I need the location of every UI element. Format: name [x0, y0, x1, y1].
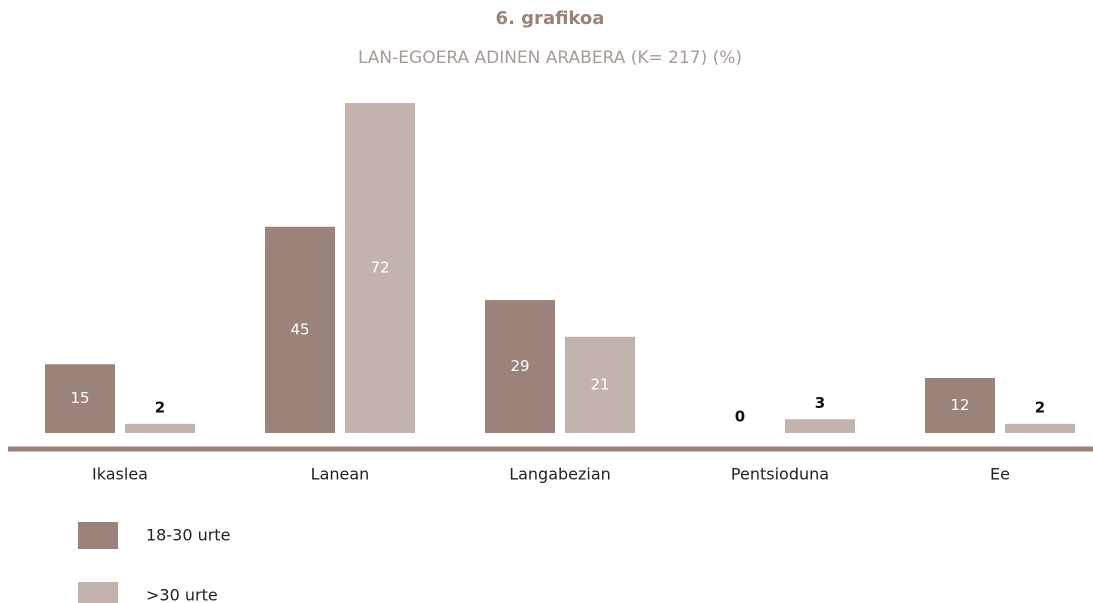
- legend-label: 18-30 urte: [146, 526, 230, 545]
- legend-swatch: [78, 522, 118, 549]
- data-label: 0: [735, 408, 745, 426]
- bar: [485, 300, 555, 433]
- bar: [265, 226, 335, 433]
- bar: [345, 103, 415, 433]
- bar: [45, 364, 115, 433]
- bar: [565, 336, 635, 433]
- x-tick-label: Ee: [990, 465, 1010, 484]
- bar: [785, 419, 855, 433]
- x-tick-label: Ikaslea: [92, 465, 148, 484]
- data-label: 45: [290, 320, 309, 338]
- chart-title: 6. grafikoa: [496, 8, 605, 29]
- data-label: 29: [510, 357, 529, 375]
- bar: [925, 378, 995, 433]
- legend-swatch: [78, 582, 118, 603]
- data-label: 72: [370, 259, 389, 277]
- data-label: 15: [70, 389, 89, 407]
- data-label: 21: [590, 375, 609, 393]
- data-label: 12: [950, 396, 969, 414]
- data-label: 2: [155, 398, 165, 416]
- bar: [125, 423, 195, 433]
- bar: [1005, 423, 1075, 433]
- x-tick-label: Lanean: [311, 465, 370, 484]
- chart-subtitle: LAN-EGOERA ADINEN ARABERA (K= 217) (%): [358, 48, 742, 68]
- data-label: 2: [1035, 398, 1045, 416]
- legend-label: >30 urte: [146, 586, 218, 603]
- x-tick-label: Langabezian: [509, 465, 611, 484]
- x-tick-label: Pentsioduna: [731, 465, 829, 484]
- data-label: 3: [815, 394, 825, 412]
